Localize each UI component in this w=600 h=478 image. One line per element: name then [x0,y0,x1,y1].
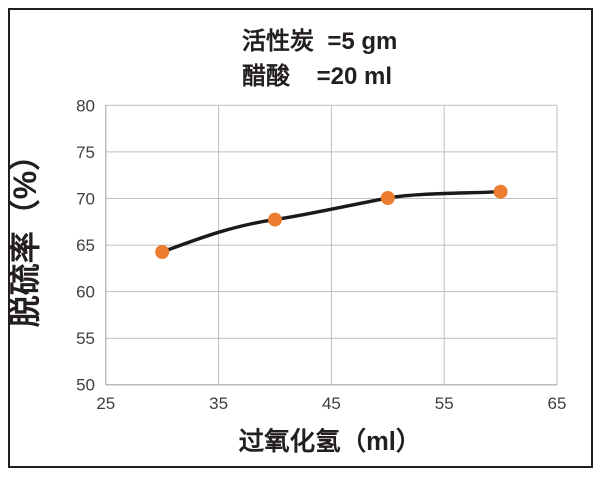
svg-text:65: 65 [548,394,567,413]
svg-text:55: 55 [76,329,95,348]
svg-text:75: 75 [76,143,95,162]
svg-text:45: 45 [322,394,341,413]
svg-text:70: 70 [76,190,95,209]
svg-text:55: 55 [435,394,454,413]
svg-text:50: 50 [76,376,95,395]
svg-text:65: 65 [76,236,95,255]
svg-text:60: 60 [76,283,95,302]
svg-text:80: 80 [76,97,95,116]
svg-text:过氧化氢（ml）: 过氧化氢（ml） [239,427,422,456]
svg-text:35: 35 [209,394,228,413]
svg-text:25: 25 [96,394,115,413]
svg-text:脱硫率（%）: 脱硫率（%） [7,139,43,327]
